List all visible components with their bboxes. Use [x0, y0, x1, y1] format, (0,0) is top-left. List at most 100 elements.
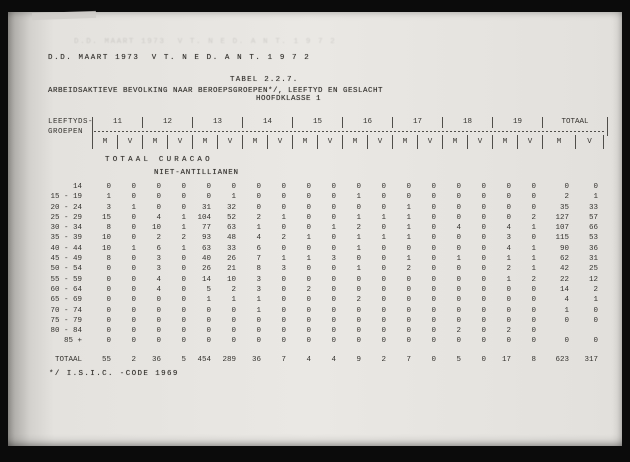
table-cell: 0 — [231, 316, 236, 325]
sex-column-header: V — [317, 135, 342, 149]
table-cell: 1 — [181, 224, 186, 233]
column-group-header: 14 — [242, 117, 292, 128]
table-row: 65 - 69 0 0 0 0 1 1 1 0 0 0 2 0 0 0 0 0 0 0 4 1 — [38, 295, 604, 305]
table-cell: 0 — [406, 337, 411, 346]
table-cell: 2 — [356, 224, 361, 233]
table-cell: 0 — [106, 337, 111, 346]
table-cell: 5 — [456, 355, 461, 364]
table-cell: 4 — [456, 224, 461, 233]
table-cell: 0 — [481, 203, 486, 212]
table-cell: 3 — [106, 203, 111, 212]
table-cell: 2 — [131, 355, 136, 364]
table-cell: 0 — [564, 316, 569, 325]
row-label: 65 - 69 — [50, 296, 82, 305]
table-cell: 0 — [506, 337, 511, 346]
table-cell: 0 — [431, 355, 436, 364]
table-cell: 0 — [156, 337, 161, 346]
table-cell: 0 — [406, 306, 411, 315]
table-cell: 0 — [406, 316, 411, 325]
table-cell: 9 — [356, 355, 361, 364]
table-cell: 0 — [306, 193, 311, 202]
table-cell: 8 — [256, 265, 261, 274]
table-cell: 0 — [431, 275, 436, 284]
column-group-header: 16 — [342, 117, 392, 128]
table-cell: 10 — [101, 234, 111, 243]
table-cell: 0 — [281, 183, 286, 191]
table-cell: 0 — [306, 265, 311, 274]
table-cell: 0 — [506, 296, 511, 305]
page-edge-sliver — [31, 10, 97, 21]
column-group-header: 11 — [92, 117, 142, 128]
table-cell: 0 — [506, 193, 511, 202]
table-cell: 0 — [456, 337, 461, 346]
row-header-line2: GROEPEN — [48, 128, 84, 136]
table-cell: 0 — [306, 275, 311, 284]
table-cell: 3 — [256, 275, 261, 284]
table-cell: 3 — [281, 265, 286, 274]
table-cell: 0 — [406, 244, 411, 253]
table-cell: 0 — [331, 327, 336, 336]
table-cell: 1 — [593, 296, 598, 305]
table-cell: 0 — [531, 306, 536, 315]
table-cell: 104 — [197, 213, 211, 222]
table-cell: 0 — [256, 193, 261, 202]
table-cell: 22 — [559, 275, 569, 284]
table-row: 25 - 29 15 0 4 1 104 52 2 1 0 0 1 1 1 0 0 0 0 2 127 57 — [38, 213, 604, 223]
table-cell: 90 — [559, 244, 569, 253]
table-cell: 4 — [156, 213, 161, 222]
sex-column-header: M — [292, 135, 317, 149]
sex-column-header: M — [442, 135, 467, 149]
row-header-spacer — [38, 135, 92, 149]
table-cell: 1 — [531, 265, 536, 274]
table-cell: 1 — [456, 255, 461, 264]
table-cell: 0 — [331, 275, 336, 284]
table-cell: 55 — [101, 355, 111, 364]
table-cell: 0 — [406, 296, 411, 305]
table-cell: 0 — [481, 255, 486, 264]
table-cell: 0 — [456, 203, 461, 212]
table-cell: 0 — [231, 337, 236, 346]
table-cell: 0 — [106, 275, 111, 284]
table-cell: 0 — [381, 296, 386, 305]
table-row: 14 0 0 0 0 0 0 0 0 0 0 0 0 0 0 0 0 0 0 0 0 — [38, 182, 604, 192]
sex-column-header: V — [417, 135, 442, 149]
table-cell: 0 — [431, 306, 436, 315]
table-cell: 0 — [156, 203, 161, 212]
table-cell: 0 — [181, 183, 186, 191]
table-row: 55 - 59 0 0 4 0 14 10 3 0 0 0 0 0 0 0 0 0 1 2 22 12 — [38, 275, 604, 285]
dashed-rule — [92, 128, 608, 136]
table-cell: 0 — [306, 183, 311, 191]
table-cell: 623 — [555, 355, 569, 364]
table-cell: 0 — [381, 285, 386, 294]
table-cell: 0 — [256, 316, 261, 325]
table-row: 15 - 19 1 0 0 0 0 1 0 0 0 0 1 0 0 0 0 0 0 0 2 1 — [38, 192, 604, 202]
table-cell: 0 — [481, 265, 486, 274]
row-label: 30 - 34 — [50, 224, 82, 233]
table-cell: 0 — [106, 183, 111, 191]
table-cell: 3 — [256, 285, 261, 294]
table-cell: 0 — [531, 193, 536, 202]
table-cell: 3 — [331, 255, 336, 264]
table-row: 85 + 0 0 0 0 0 0 0 0 0 0 0 0 0 0 0 0 0 0 0 0 — [38, 336, 604, 346]
table-cell: 1 — [356, 213, 361, 222]
table-row: 20 - 24 3 1 0 0 31 32 0 0 0 0 0 0 1 0 0 0 0 0 35 33 — [38, 203, 604, 213]
table-cell: 127 — [555, 213, 569, 222]
table-cell: 2 — [593, 285, 598, 294]
table-cell: 6 — [256, 244, 261, 253]
table-cell: 1 — [131, 203, 136, 212]
table-cell: 0 — [431, 285, 436, 294]
table-cell: 4 — [331, 355, 336, 364]
table-cell: 0 — [131, 285, 136, 294]
table-cell: 0 — [356, 306, 361, 315]
table-cell: 17 — [501, 355, 511, 364]
sex-column-header: M — [92, 135, 117, 149]
table-cell: 0 — [106, 265, 111, 274]
table-cell: 0 — [481, 327, 486, 336]
table-cell: 0 — [481, 183, 486, 191]
table-cell: 0 — [281, 244, 286, 253]
table-cell: 0 — [331, 244, 336, 253]
table-cell: 0 — [356, 255, 361, 264]
table-cell: 3 — [156, 255, 161, 264]
table-cell: 1 — [531, 255, 536, 264]
table-cell: 0 — [564, 183, 569, 191]
